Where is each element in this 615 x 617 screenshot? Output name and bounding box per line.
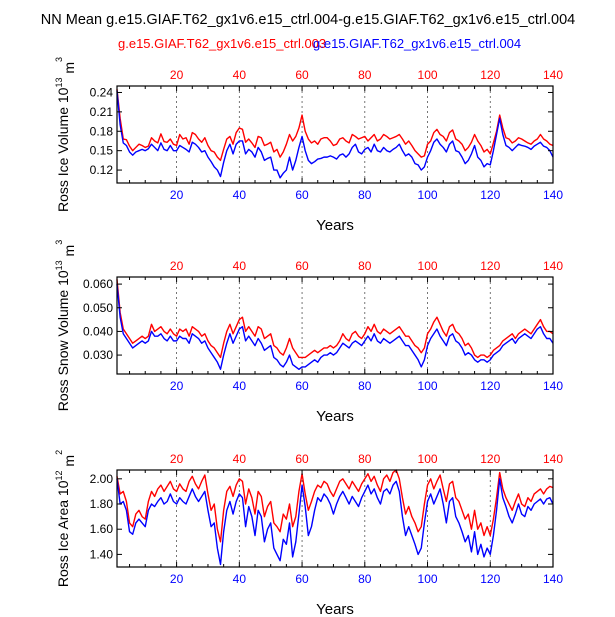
plot-frame bbox=[116, 85, 554, 184]
series-line-blue bbox=[116, 284, 554, 370]
y-tick-label: 0.060 bbox=[83, 277, 113, 291]
legend-series-a: g.e15.GIAF.T62_gx1v6.e15_ctrl.003 bbox=[118, 36, 326, 51]
x-tick-label-top: 100 bbox=[418, 68, 438, 82]
x-tick-label-bottom: 140 bbox=[543, 379, 563, 393]
x-tick-label-top: 20 bbox=[170, 259, 184, 273]
x-tick-label-bottom: 20 bbox=[170, 572, 184, 586]
y-axis-label: Ross Ice Volume 1013 m3 bbox=[54, 57, 77, 212]
panel-3: 20 20 40 40 60 60 80 80 100 100 120 120 140 140 1.40 1.… bbox=[54, 450, 563, 617]
series-line-red bbox=[116, 89, 554, 162]
y-axis-label-part: 3 bbox=[54, 57, 64, 62]
y-axis-label-part: Ross Snow Volume 10 bbox=[55, 270, 71, 411]
x-tick-label-bottom: 100 bbox=[418, 379, 438, 393]
x-tick-label-top: 120 bbox=[480, 452, 500, 466]
x-axis-label: Years bbox=[316, 408, 354, 425]
y-tick-label: 0.030 bbox=[83, 348, 113, 362]
y-axis-label-part: m bbox=[61, 62, 77, 78]
y-axis-label-part: m bbox=[61, 455, 77, 471]
x-tick-label-top: 140 bbox=[543, 259, 563, 273]
x-tick-label-bottom: 80 bbox=[358, 379, 372, 393]
x-tick-label-top: 120 bbox=[480, 259, 500, 273]
x-tick-label-bottom: 60 bbox=[295, 188, 309, 202]
x-tick-label-bottom: 120 bbox=[480, 379, 500, 393]
x-tick-label-top: 20 bbox=[170, 68, 184, 82]
x-tick-label-top: 60 bbox=[295, 259, 309, 273]
x-tick-label-bottom: 120 bbox=[480, 572, 500, 586]
y-axis-label-part: 3 bbox=[54, 240, 64, 245]
x-tick-label-bottom: 80 bbox=[358, 572, 372, 586]
x-tick-label-top: 80 bbox=[358, 452, 372, 466]
x-tick-label-top: 80 bbox=[358, 259, 372, 273]
x-tick-label-top: 60 bbox=[295, 68, 309, 82]
x-tick-label-top: 100 bbox=[418, 452, 438, 466]
x-tick-label-top: 60 bbox=[295, 452, 309, 466]
y-tick-label: 0.050 bbox=[83, 301, 113, 315]
x-tick-label-bottom: 100 bbox=[418, 572, 438, 586]
y-axis-label: Ross Snow Volume 1013 m3 bbox=[54, 240, 77, 411]
y-axis-label-part: m bbox=[61, 245, 77, 261]
y-tick-label: 0.040 bbox=[83, 324, 113, 338]
y-tick-label: 2.00 bbox=[90, 472, 114, 486]
x-tick-label-bottom: 60 bbox=[295, 572, 309, 586]
x-tick-label-top: 100 bbox=[418, 259, 438, 273]
plot-frame bbox=[116, 276, 554, 375]
x-axis-label: Years bbox=[316, 217, 354, 234]
y-tick-label: 0.24 bbox=[90, 85, 114, 99]
x-axis-label: Years bbox=[316, 601, 354, 617]
x-tick-label-top: 80 bbox=[358, 68, 372, 82]
x-tick-label-bottom: 20 bbox=[170, 188, 184, 202]
y-axis-label: Ross Ice Area 1012 m2 bbox=[54, 450, 77, 587]
series-line-red bbox=[116, 469, 554, 543]
x-tick-label-bottom: 40 bbox=[233, 572, 247, 586]
y-axis-label-part: Ross Ice Area 10 bbox=[55, 480, 71, 587]
y-tick-label: 1.40 bbox=[90, 547, 114, 561]
x-tick-label-top: 40 bbox=[233, 452, 247, 466]
y-tick-label: 0.18 bbox=[90, 124, 114, 138]
series-line-blue bbox=[116, 90, 554, 179]
y-axis-label-part: 13 bbox=[54, 260, 64, 270]
x-tick-label-bottom: 140 bbox=[543, 572, 563, 586]
series-line-blue bbox=[116, 478, 554, 566]
x-tick-label-bottom: 60 bbox=[295, 379, 309, 393]
x-tick-label-bottom: 140 bbox=[543, 188, 563, 202]
x-tick-label-top: 40 bbox=[233, 259, 247, 273]
x-tick-label-bottom: 100 bbox=[418, 188, 438, 202]
x-tick-label-bottom: 120 bbox=[480, 188, 500, 202]
y-tick-label: 1.60 bbox=[90, 522, 114, 536]
y-tick-label: 1.80 bbox=[90, 497, 114, 511]
panel-2: 20 20 40 40 60 60 80 80 100 100 120 120 140 140 0.030 0… bbox=[54, 240, 563, 425]
plot-frame bbox=[116, 469, 554, 568]
x-tick-label-bottom: 20 bbox=[170, 379, 184, 393]
y-tick-label: 0.21 bbox=[90, 105, 114, 119]
y-axis-label-part: 13 bbox=[54, 78, 64, 88]
legend-series-b: g.e15.GIAF.T62_gx1v6.e15_ctrl.004 bbox=[313, 36, 521, 51]
series-line-red bbox=[116, 279, 554, 359]
x-tick-label-top: 140 bbox=[543, 452, 563, 466]
chart-title: NN Mean g.e15.GIAF.T62_gx1v6.e15_ctrl.00… bbox=[41, 12, 575, 28]
y-axis-label-part: Ross Ice Volume 10 bbox=[55, 87, 71, 212]
x-tick-label-top: 40 bbox=[233, 68, 247, 82]
x-tick-label-top: 20 bbox=[170, 452, 184, 466]
x-tick-label-top: 140 bbox=[543, 68, 563, 82]
x-tick-label-bottom: 80 bbox=[358, 188, 372, 202]
x-tick-label-bottom: 40 bbox=[233, 188, 247, 202]
x-tick-label-bottom: 40 bbox=[233, 379, 247, 393]
y-axis-label-part: 12 bbox=[54, 470, 64, 480]
y-tick-label: 0.15 bbox=[90, 144, 114, 158]
y-tick-label: 0.12 bbox=[90, 163, 114, 177]
y-axis-label-part: 2 bbox=[54, 450, 64, 455]
panel-1: 20 20 40 40 60 60 80 80 100 100 120 120 140 140 0.12 0.… bbox=[54, 57, 563, 234]
x-tick-label-top: 120 bbox=[480, 68, 500, 82]
